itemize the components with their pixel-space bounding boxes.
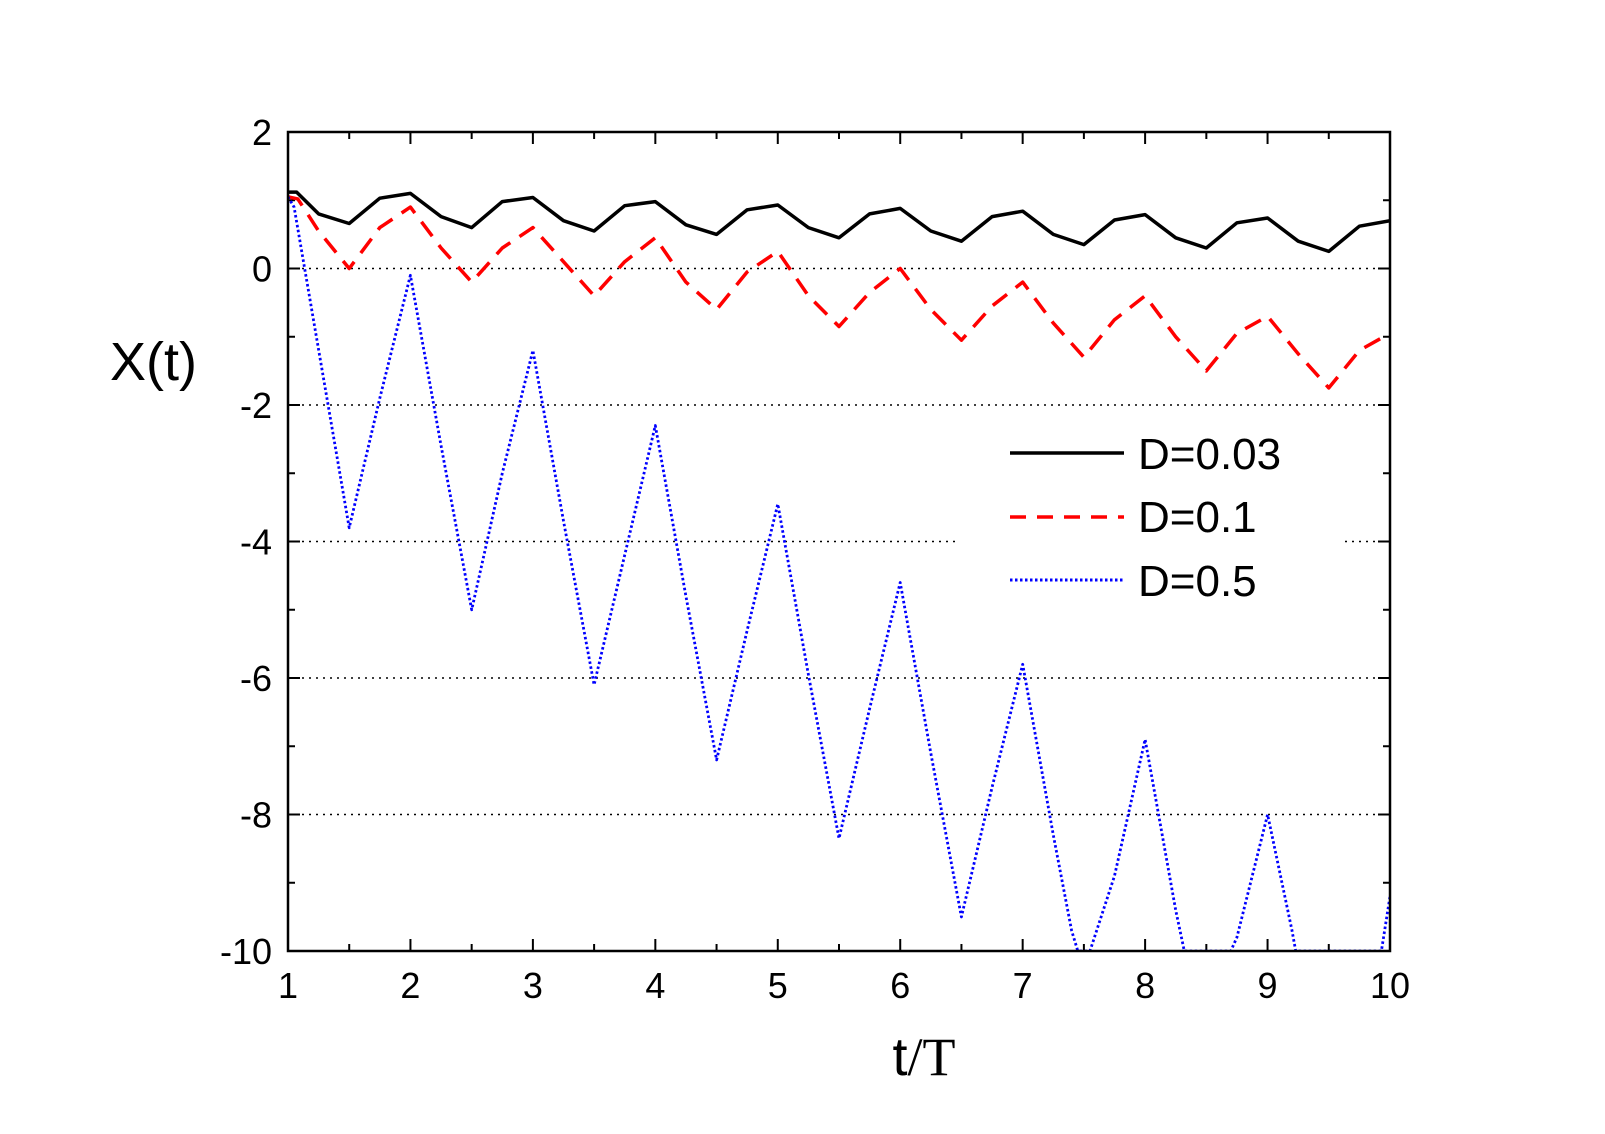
- y-tick-label: -10: [220, 931, 272, 972]
- legend-label-d05: D=0.5: [1138, 557, 1257, 606]
- x-tick-label: 4: [645, 965, 665, 1006]
- legend-label-d003: D=0.03: [1138, 430, 1281, 479]
- y-tick-label: 2: [252, 112, 272, 153]
- legend-label-d01: D=0.1: [1138, 493, 1257, 542]
- y-axis-title: X(t): [110, 332, 197, 392]
- x-tick-label: 5: [768, 965, 788, 1006]
- x-tick-label: 9: [1258, 965, 1278, 1006]
- y-tick-labels: 2 0 -2 -4 -6 -8 -10: [220, 112, 272, 972]
- x-tick-label: 3: [523, 965, 543, 1006]
- y-tick-label: -6: [240, 658, 272, 699]
- y-tick-label: -2: [240, 385, 272, 426]
- x-axis-title: t/T: [892, 1027, 955, 1087]
- x-tick-labels: 1 2 3 4 5 6 7 8 9 10: [278, 965, 1410, 1006]
- series-line-d01: [288, 195, 1390, 390]
- y-tick-label: -8: [240, 795, 272, 836]
- y-tick-label: 0: [252, 249, 272, 290]
- series-line-d003: [288, 190, 1390, 254]
- x-tick-label: 7: [1013, 965, 1033, 1006]
- x-tick-label: 10: [1370, 965, 1410, 1006]
- x-tick-label: 2: [400, 965, 420, 1006]
- x-axis-title-t: t: [892, 1027, 907, 1087]
- x-tick-label: 6: [890, 965, 910, 1006]
- y-tick-label: -4: [240, 522, 272, 563]
- x-tick-label: 8: [1135, 965, 1155, 1006]
- x-tick-label: 1: [278, 965, 298, 1006]
- series-layer: [288, 190, 1390, 951]
- plot-area-frame: [286, 130, 1392, 953]
- x-axis-title-over-T: /T: [908, 1027, 956, 1087]
- legend: D=0.03 D=0.1 D=0.5: [955, 420, 1345, 620]
- series-line-d05: [288, 196, 1390, 951]
